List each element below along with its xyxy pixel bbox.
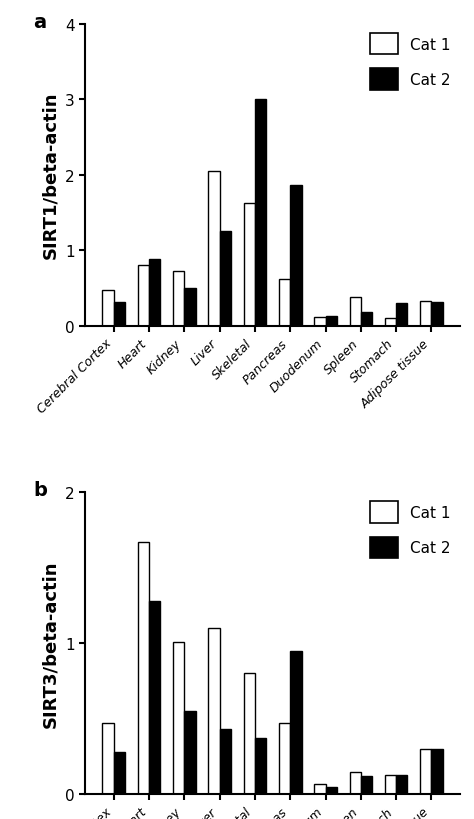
Bar: [290, 185, 301, 327]
Bar: [361, 313, 372, 327]
Bar: [149, 601, 160, 794]
Bar: [208, 172, 219, 327]
Bar: [184, 712, 196, 794]
Bar: [385, 319, 396, 327]
Text: a: a: [33, 12, 46, 31]
Bar: [173, 271, 184, 327]
Bar: [431, 749, 443, 794]
Bar: [114, 302, 125, 327]
Bar: [314, 784, 326, 794]
Bar: [244, 204, 255, 327]
Y-axis label: SIRT1/beta-actin: SIRT1/beta-actin: [42, 92, 60, 259]
Bar: [420, 749, 431, 794]
Y-axis label: SIRT3/beta-actin: SIRT3/beta-actin: [42, 560, 60, 727]
Bar: [349, 298, 361, 327]
Bar: [184, 289, 196, 327]
Bar: [173, 642, 184, 794]
Bar: [385, 775, 396, 794]
Text: b: b: [33, 481, 47, 500]
Bar: [244, 674, 255, 794]
Bar: [219, 730, 231, 794]
Bar: [431, 302, 443, 327]
Bar: [290, 651, 301, 794]
Bar: [396, 304, 408, 327]
Bar: [361, 776, 372, 794]
Bar: [326, 787, 337, 794]
Bar: [255, 100, 266, 327]
Bar: [314, 318, 326, 327]
Bar: [149, 260, 160, 327]
Bar: [137, 542, 149, 794]
Bar: [349, 771, 361, 794]
Bar: [420, 301, 431, 327]
Legend: Cat 1, Cat 2: Cat 1, Cat 2: [365, 495, 457, 564]
Bar: [279, 279, 290, 327]
Bar: [326, 317, 337, 327]
Bar: [396, 775, 408, 794]
Bar: [279, 723, 290, 794]
Bar: [137, 266, 149, 327]
Bar: [255, 739, 266, 794]
Bar: [114, 752, 125, 794]
Bar: [219, 232, 231, 327]
Bar: [208, 628, 219, 794]
Legend: Cat 1, Cat 2: Cat 1, Cat 2: [365, 28, 457, 97]
Bar: [102, 723, 114, 794]
Bar: [102, 290, 114, 327]
